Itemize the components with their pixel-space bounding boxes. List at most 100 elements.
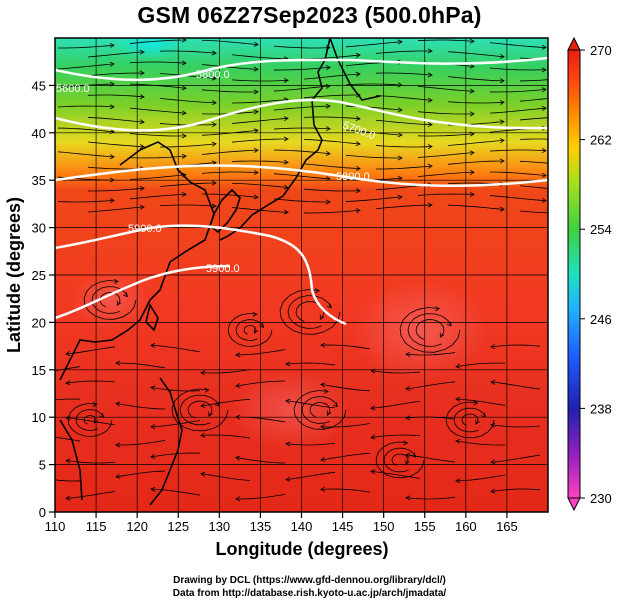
y-axis-title: Latitude (degrees) xyxy=(4,197,24,353)
streamline xyxy=(83,415,97,425)
streamline xyxy=(57,63,115,70)
streamline-arrow xyxy=(469,63,475,69)
streamline xyxy=(345,41,403,48)
colorbar: 230 238 246 254 262 270 xyxy=(567,36,612,512)
streamline-arrow xyxy=(405,452,411,458)
streamline-arrow xyxy=(235,352,241,358)
streamline-arrow xyxy=(499,99,505,105)
x-tick-label: 130 xyxy=(208,519,230,534)
streamline-arrow xyxy=(320,382,326,388)
streamline-arrow xyxy=(499,138,505,144)
streamline xyxy=(519,138,548,140)
streamline-arrow xyxy=(139,119,145,125)
streamline xyxy=(273,105,331,111)
streamline-arrow xyxy=(150,424,156,430)
streamline-arrow xyxy=(541,87,547,93)
streamline-arrow xyxy=(370,469,376,475)
streamline xyxy=(370,434,421,438)
warm-spot-center xyxy=(230,370,350,450)
contour-5600 xyxy=(55,56,548,82)
streamline xyxy=(320,423,371,428)
streamline xyxy=(57,83,115,89)
streamline xyxy=(455,398,506,406)
streamline xyxy=(115,440,166,446)
streamline xyxy=(129,83,187,89)
coastline xyxy=(59,38,381,506)
streamline xyxy=(287,295,332,329)
streamline-arrow xyxy=(370,368,376,374)
streamline xyxy=(87,187,145,192)
streamline-arrow xyxy=(455,478,461,484)
streamline-arrow xyxy=(235,496,241,502)
philippines-coast xyxy=(149,377,183,506)
colorbar-bottom-arrow xyxy=(567,497,581,512)
streamline xyxy=(405,381,456,390)
streamline xyxy=(235,380,286,387)
streamline xyxy=(159,143,217,148)
y-tick-label: 0 xyxy=(39,505,46,520)
streamline xyxy=(303,73,361,80)
streamline xyxy=(399,307,461,353)
streamline xyxy=(519,117,548,121)
streamline-arrow xyxy=(469,191,475,197)
streamline xyxy=(519,210,548,214)
taiwan-coast xyxy=(145,302,159,332)
streamline xyxy=(235,416,286,423)
y-tick-label: 20 xyxy=(32,315,46,330)
contour-5800 xyxy=(55,164,548,188)
streamline xyxy=(461,413,479,426)
streamline xyxy=(273,85,331,92)
streamline xyxy=(200,369,251,374)
streamline-arrow xyxy=(65,458,71,464)
streamline xyxy=(320,452,371,461)
streamline-arrow xyxy=(116,300,122,306)
streamline-arrow xyxy=(411,452,417,458)
streamline-arrow xyxy=(285,398,291,404)
streamline-arrow xyxy=(139,70,145,76)
streamline-arrow xyxy=(405,415,411,421)
streamline-arrow xyxy=(253,194,259,200)
streamline-arrow xyxy=(109,128,115,134)
streamline-arrow xyxy=(403,440,409,446)
streamline xyxy=(87,117,145,123)
streamline-arrow xyxy=(481,412,487,418)
streamline-arrow xyxy=(439,332,445,338)
streamline-arrow xyxy=(211,122,217,128)
streamline-arrow xyxy=(332,402,338,408)
streamline xyxy=(57,127,115,133)
streamline xyxy=(227,313,273,347)
streamline xyxy=(303,94,360,99)
streamline xyxy=(415,319,445,340)
streamline xyxy=(201,64,259,70)
streamline xyxy=(200,434,251,439)
streamline xyxy=(345,196,403,202)
streamline xyxy=(115,362,166,369)
streamline xyxy=(370,400,421,409)
streamline-arrow xyxy=(499,53,505,59)
streamline xyxy=(417,39,475,42)
streamline xyxy=(129,174,187,180)
streamline-arrow xyxy=(490,422,496,428)
streamline xyxy=(236,493,286,500)
streamline xyxy=(273,127,331,130)
credits: Drawing by DCL (https://www.gfd-dennou.o… xyxy=(0,574,619,600)
streamline xyxy=(273,149,331,155)
streamline-arrow xyxy=(473,400,479,406)
streamline-arrow xyxy=(446,321,452,327)
streamline-arrow xyxy=(283,209,289,215)
y-tick-label: 15 xyxy=(32,363,46,378)
contour-label: 5900.0 xyxy=(206,263,240,275)
streamline xyxy=(375,95,433,101)
streamline xyxy=(57,151,115,158)
streamline-arrow xyxy=(208,411,213,417)
streamline-arrow xyxy=(355,188,361,194)
streamline-arrow xyxy=(253,41,259,47)
streamline-arrow xyxy=(355,52,361,58)
streamline xyxy=(417,85,475,92)
streamline xyxy=(159,182,217,187)
streamline-arrow xyxy=(122,292,128,298)
streamline-arrow xyxy=(139,143,145,149)
contour-5900-south xyxy=(55,264,231,320)
streamline xyxy=(171,388,229,432)
streamline xyxy=(57,105,115,108)
